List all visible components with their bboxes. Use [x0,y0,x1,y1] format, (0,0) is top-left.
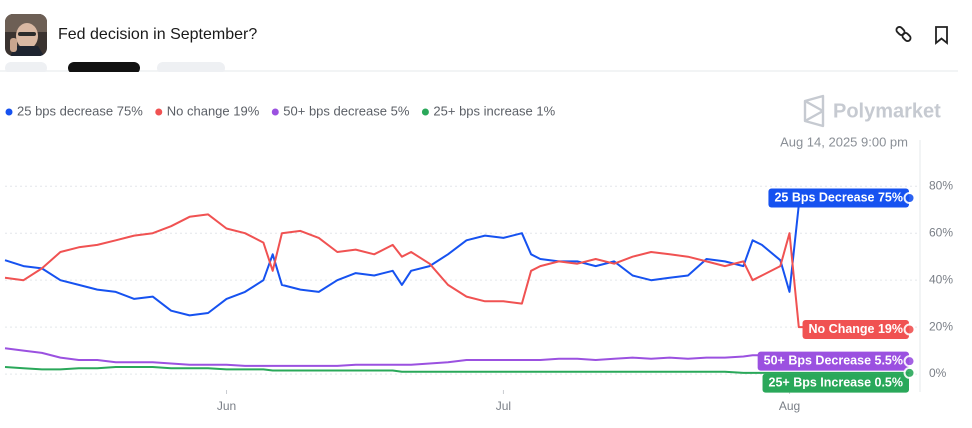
legend-swatch [421,108,429,116]
legend-swatch [155,108,163,116]
end-label-box [768,188,909,208]
tab[interactable] [157,62,225,74]
end-labels: 25 Bps Decrease 75% No Change 19% 50+ Bps … [757,188,916,393]
legend-label: 25 bps decrease 75% [17,103,143,118]
legend-swatch [5,108,13,116]
legend: 25 bps decrease 75% No change 19% 50+ bps … [5,103,556,118]
end-point [903,191,916,204]
y-tick-label: 60% [929,225,953,239]
y-tick-label: 20% [929,319,953,333]
legend-label: 50+ bps decrease 5% [283,103,410,118]
legend-label: No change 19% [167,103,260,118]
series-line [4,366,910,374]
tab-active[interactable] [68,62,140,74]
end-label: 25 Bps Decrease 75% [774,190,903,204]
end-label-box [762,373,909,393]
end-label: 25+ Bps Increase 0.5% [769,375,903,389]
y-tick-label: 80% [929,178,953,192]
tab[interactable] [5,62,47,74]
end-point [903,323,916,336]
end-label-box [802,319,909,339]
series-line [4,213,910,333]
grid: 0% 20% 40% 60% 80% Jun Jul Aug [5,178,953,413]
x-tick-label: Jul [496,399,511,413]
end-label-box [757,351,909,371]
x-tick-label: Jun [217,399,236,413]
brand-logo [803,94,825,128]
end-point [903,355,916,368]
bookmark-button[interactable] [935,26,948,45]
series-line [4,197,910,317]
brand-name: Polymarket [833,100,941,122]
y-tick-label: 0% [929,366,947,380]
hover-timestamp: Aug 14, 2025 9:00 pm [780,134,908,149]
link-button[interactable] [895,26,912,43]
x-tick-label: Aug [779,399,800,413]
end-label: No Change 19% [809,322,903,336]
legend-swatch [271,108,279,116]
plot [4,197,910,374]
tab-mask [0,72,972,78]
legend-label: 25+ bps increase 1% [433,103,555,118]
end-label: 50+ Bps Decrease 5.5% [764,353,903,367]
page-title: Fed decision in September? [58,26,257,43]
y-tick-label: 40% [929,272,953,286]
avatar [5,14,47,56]
end-point [903,366,916,379]
